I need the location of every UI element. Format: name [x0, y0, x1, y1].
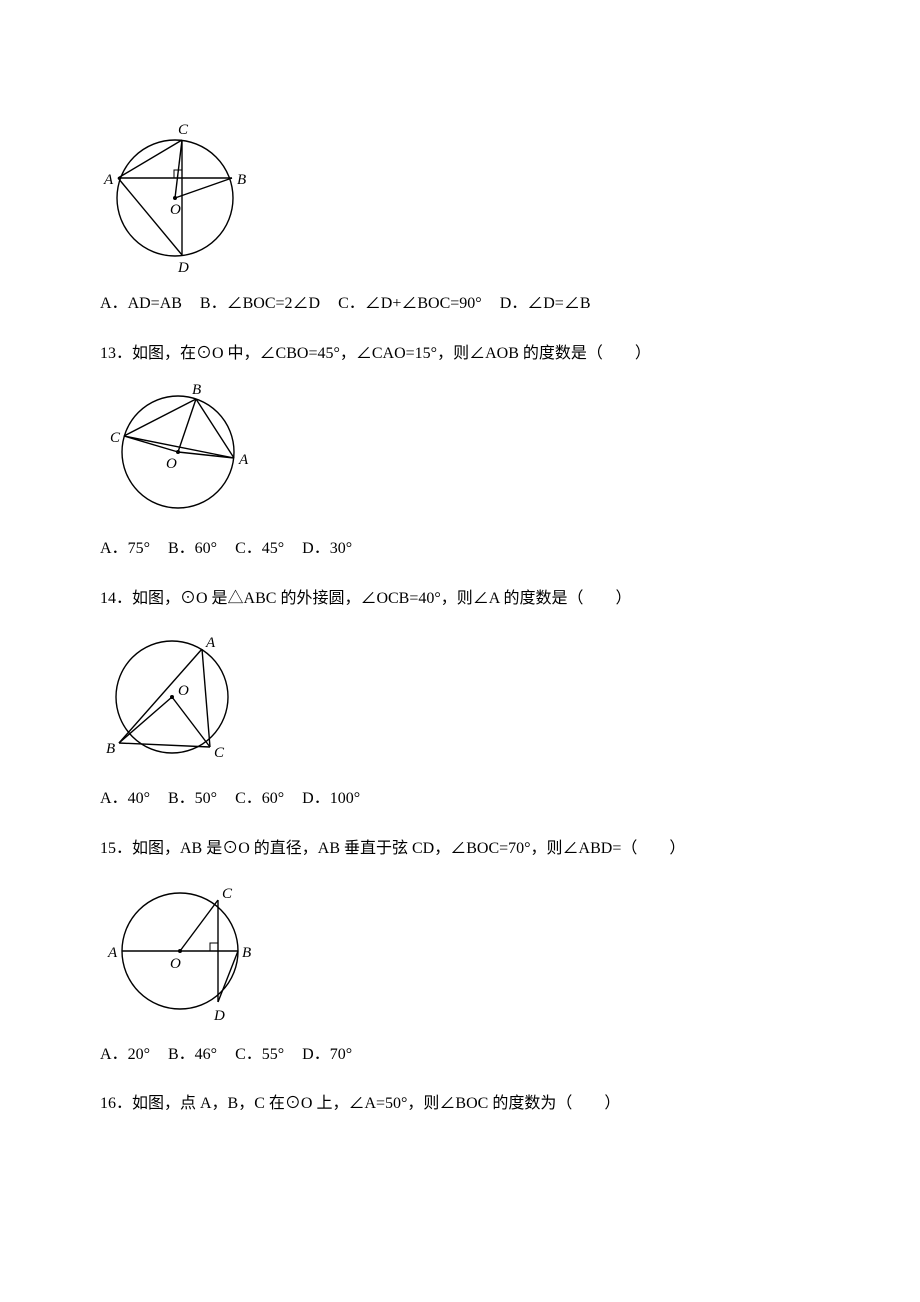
- q13-opt-D: D．30°: [302, 540, 352, 557]
- q12-opt-A-text: AD=AB: [128, 295, 182, 312]
- q13-opt-B-text: 60°: [195, 540, 217, 557]
- q15-opt-B-text: 46°: [195, 1046, 217, 1063]
- q12-options: A．AD=AB B．∠BOC=2∠D C．∠D+∠BOC=90° D．∠D=∠B: [100, 291, 820, 317]
- q13-svg: A B C O: [100, 380, 255, 520]
- label-O: O: [166, 456, 177, 472]
- q14-opt-C: C．60°: [235, 790, 284, 807]
- label-C: C: [110, 430, 121, 446]
- q13-figure: A B C O: [100, 380, 820, 520]
- label-O: O: [178, 683, 189, 699]
- q14-opt-B-text: 50°: [195, 790, 217, 807]
- q15-text: 15．如图，AB 是⊙O 的直径，AB 垂直于弦 CD，∠BOC=70°，则∠A…: [100, 836, 820, 862]
- q14-opt-A-text: 40°: [128, 790, 150, 807]
- q13-opt-A-text: 75°: [128, 540, 150, 557]
- q15-opt-A: A．20°: [100, 1046, 150, 1063]
- label-B: B: [106, 741, 115, 757]
- q12-opt-D: D．∠D=∠B: [500, 295, 591, 312]
- label-C: C: [214, 745, 225, 761]
- label-D: D: [213, 1008, 225, 1024]
- label-D: D: [177, 260, 189, 275]
- label-A: A: [205, 635, 216, 651]
- q12-opt-A: A．AD=AB: [100, 295, 182, 312]
- q12-svg: A B C D O: [100, 110, 250, 275]
- label-B: B: [242, 945, 251, 961]
- q15-opt-B: B．46°: [168, 1046, 217, 1063]
- q15-opt-C-text: 55°: [262, 1046, 284, 1063]
- q14-svg: A B C O: [100, 625, 250, 770]
- q15-opt-A-text: 20°: [128, 1046, 150, 1063]
- label-A: A: [107, 945, 118, 961]
- label-A: A: [238, 452, 249, 468]
- q14-options: A．40° B．50° C．60° D．100°: [100, 786, 820, 812]
- q14-figure: A B C O: [100, 625, 820, 770]
- q16-text: 16．如图，点 A，B，C 在⊙O 上，∠A=50°，则∠BOC 的度数为（ ）: [100, 1091, 820, 1117]
- q13-opt-C: C．45°: [235, 540, 284, 557]
- q14-opt-C-text: 60°: [262, 790, 284, 807]
- q15-opt-D-text: 70°: [330, 1046, 352, 1063]
- q14-opt-A: A．40°: [100, 790, 150, 807]
- q12-opt-C: C．∠D+∠BOC=90°: [338, 295, 482, 312]
- q15-svg: A B C D O: [100, 876, 260, 1026]
- q13-options: A．75° B．60° C．45° D．30°: [100, 536, 820, 562]
- label-C: C: [178, 122, 189, 138]
- q15-opt-D: D．70°: [302, 1046, 352, 1063]
- q12-opt-C-text: ∠D+∠BOC=90°: [365, 295, 482, 312]
- q13-text: 13．如图，在⊙O 中，∠CBO=45°，∠CAO=15°，则∠AOB 的度数是…: [100, 341, 820, 367]
- q15-options: A．20° B．46° C．55° D．70°: [100, 1042, 820, 1068]
- q15-opt-C: C．55°: [235, 1046, 284, 1063]
- label-A: A: [103, 172, 114, 188]
- q12-opt-B-text: ∠BOC=2∠D: [227, 295, 320, 312]
- q12-opt-D-text: ∠D=∠B: [527, 295, 590, 312]
- q13-opt-C-text: 45°: [262, 540, 284, 557]
- q14-opt-B: B．50°: [168, 790, 217, 807]
- q12-opt-B: B．∠BOC=2∠D: [200, 295, 320, 312]
- label-B: B: [237, 172, 246, 188]
- q13-opt-A: A．75°: [100, 540, 150, 557]
- q13-opt-D-text: 30°: [330, 540, 352, 557]
- q12-figure: A B C D O: [100, 110, 820, 275]
- q15-figure: A B C D O: [100, 876, 820, 1026]
- label-C: C: [222, 886, 233, 902]
- label-O: O: [170, 956, 181, 972]
- label-B: B: [192, 382, 201, 398]
- q14-opt-D: D．100°: [302, 790, 360, 807]
- q14-text: 14．如图，⊙O 是△ABC 的外接圆，∠OCB=40°，则∠A 的度数是（ ）: [100, 586, 820, 612]
- label-O: O: [170, 202, 181, 218]
- q14-opt-D-text: 100°: [330, 790, 360, 807]
- q13-opt-B: B．60°: [168, 540, 217, 557]
